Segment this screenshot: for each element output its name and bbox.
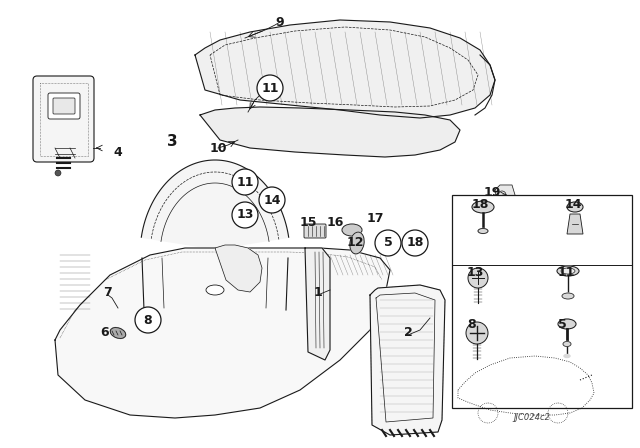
Circle shape — [55, 170, 61, 176]
Circle shape — [259, 187, 285, 213]
Ellipse shape — [110, 327, 125, 338]
Text: JJC024c2: JJC024c2 — [513, 414, 550, 422]
Polygon shape — [305, 248, 330, 360]
Text: 5: 5 — [383, 237, 392, 250]
Text: 18: 18 — [472, 198, 490, 211]
Ellipse shape — [478, 228, 488, 233]
Polygon shape — [370, 285, 445, 435]
Circle shape — [402, 230, 428, 256]
Ellipse shape — [563, 341, 571, 346]
Circle shape — [257, 75, 283, 101]
Polygon shape — [195, 20, 495, 118]
Polygon shape — [452, 195, 632, 408]
Text: 8: 8 — [144, 314, 152, 327]
Text: 2: 2 — [404, 327, 412, 340]
Text: 13: 13 — [467, 266, 484, 279]
Circle shape — [232, 169, 258, 195]
Text: 7: 7 — [104, 287, 113, 300]
Text: 4: 4 — [114, 146, 122, 159]
Text: 9: 9 — [276, 16, 284, 29]
FancyBboxPatch shape — [33, 76, 94, 162]
Ellipse shape — [206, 285, 224, 295]
Ellipse shape — [561, 268, 575, 274]
Text: 6: 6 — [100, 326, 109, 339]
Polygon shape — [141, 160, 289, 310]
Polygon shape — [215, 245, 262, 292]
Polygon shape — [567, 214, 583, 234]
Text: 19: 19 — [483, 186, 500, 199]
Text: 15: 15 — [300, 215, 317, 228]
Text: 18: 18 — [406, 237, 424, 250]
Ellipse shape — [342, 224, 362, 236]
Polygon shape — [495, 185, 515, 215]
Text: 16: 16 — [326, 215, 344, 228]
Circle shape — [375, 230, 401, 256]
Ellipse shape — [562, 293, 574, 299]
Polygon shape — [55, 248, 390, 418]
Circle shape — [468, 268, 488, 288]
FancyBboxPatch shape — [304, 224, 326, 238]
Ellipse shape — [567, 202, 583, 212]
Ellipse shape — [558, 319, 576, 329]
Circle shape — [135, 307, 161, 333]
Ellipse shape — [564, 354, 570, 358]
Circle shape — [232, 202, 258, 228]
Text: 1: 1 — [314, 287, 323, 300]
Text: 14: 14 — [263, 194, 281, 207]
Text: 3: 3 — [166, 134, 177, 150]
FancyBboxPatch shape — [48, 93, 80, 119]
Text: 12: 12 — [346, 236, 364, 249]
Text: 17: 17 — [366, 211, 384, 224]
FancyBboxPatch shape — [53, 98, 75, 114]
Text: 11: 11 — [236, 176, 253, 189]
Text: 10: 10 — [209, 142, 227, 155]
Text: 8: 8 — [467, 319, 476, 332]
Text: 11: 11 — [558, 266, 575, 279]
Circle shape — [466, 322, 488, 344]
Polygon shape — [200, 107, 460, 157]
Text: 13: 13 — [236, 208, 253, 221]
Text: 5: 5 — [558, 319, 567, 332]
Text: 11: 11 — [261, 82, 279, 95]
Ellipse shape — [557, 266, 579, 276]
Ellipse shape — [350, 232, 364, 254]
Ellipse shape — [472, 201, 494, 213]
Text: 14: 14 — [565, 198, 582, 211]
